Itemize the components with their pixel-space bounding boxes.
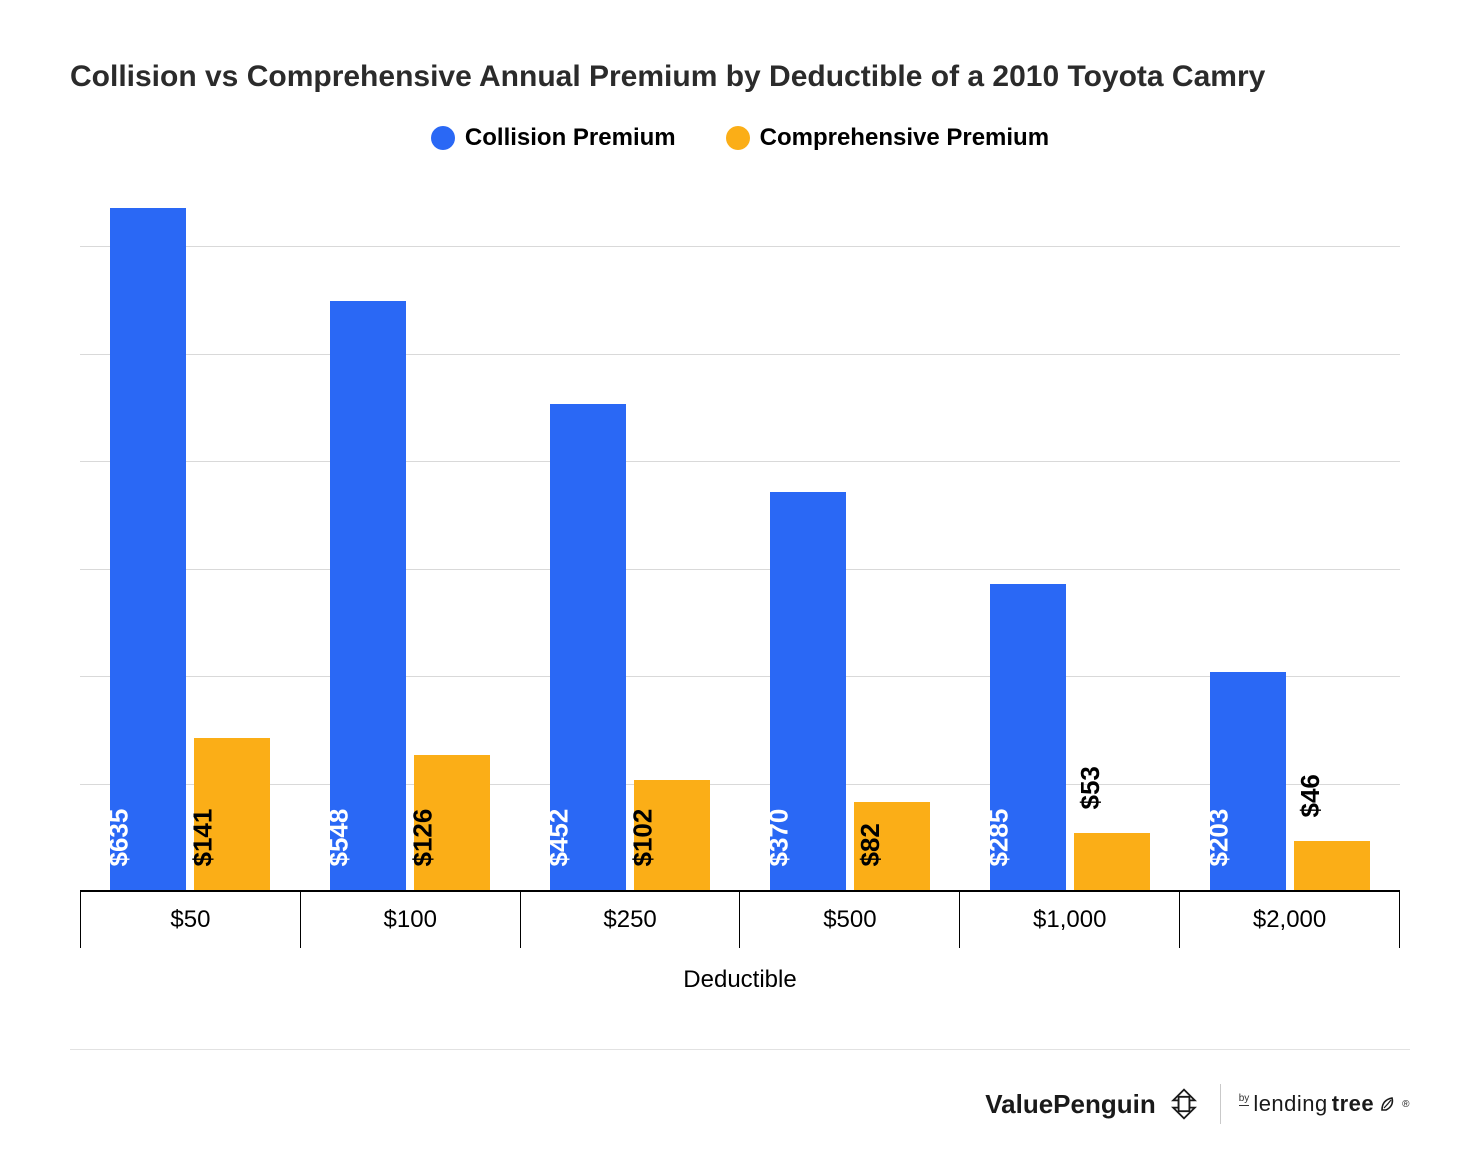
collision-bar: $285 xyxy=(990,584,1066,890)
bar-value-label: $370 xyxy=(764,809,795,867)
bar-value-label: $548 xyxy=(324,809,355,867)
plot-area: $635$141$548$126$452$102$370$82$285$53$2… xyxy=(80,172,1400,892)
penguin-icon xyxy=(1166,1086,1202,1122)
x-category: $2,000 xyxy=(1180,892,1400,948)
x-category: $1,000 xyxy=(960,892,1180,948)
comprehensive-bar: $126 xyxy=(414,755,490,890)
collision-bar: $203 xyxy=(1210,672,1286,890)
x-category: $500 xyxy=(740,892,960,948)
lendingtree-logo: by lendingtree ® xyxy=(1239,1091,1410,1117)
bar-value-label: $452 xyxy=(544,809,575,867)
credits: ValuePenguin by lendingtree ® xyxy=(985,1084,1410,1124)
comprehensive-bar: $53 xyxy=(1074,833,1150,890)
bar-group: $370 $82 xyxy=(740,172,960,890)
footer-divider xyxy=(70,1049,1410,1050)
collision-bar: $370 xyxy=(770,492,846,890)
comprehensive-bar: $141 xyxy=(194,738,270,890)
bar-value-label: $53 xyxy=(1075,766,1106,809)
legend-swatch-comprehensive xyxy=(726,126,750,150)
bar-group: $285$53 xyxy=(960,172,1180,890)
bar-value-label: $126 xyxy=(408,809,439,867)
bar-value-label: $635 xyxy=(104,809,135,867)
comprehensive-bar: $102 xyxy=(634,780,710,890)
lendingtree-by: by xyxy=(1239,1093,1250,1106)
credits-divider xyxy=(1220,1084,1221,1124)
collision-bar: $635 xyxy=(110,208,186,890)
legend-item-collision: Collision Premium xyxy=(431,124,676,152)
x-axis-label: Deductible xyxy=(70,966,1410,994)
bar-value-label: $141 xyxy=(188,809,219,867)
bar-value-label: $82 xyxy=(855,823,886,866)
bar-value-label: $46 xyxy=(1295,774,1326,817)
legend-item-comprehensive: Comprehensive Premium xyxy=(726,124,1049,152)
valuepenguin-text: ValuePenguin xyxy=(985,1089,1156,1120)
bar-group: $635$141 xyxy=(80,172,300,890)
bar-group: $203$46 xyxy=(1180,172,1400,890)
comprehensive-bar: $46 xyxy=(1294,841,1370,890)
bar-value-label: $102 xyxy=(628,809,659,867)
bar-group: $452$102 xyxy=(520,172,740,890)
collision-bar: $548 xyxy=(330,301,406,890)
x-category: $50 xyxy=(81,892,301,948)
x-category: $100 xyxy=(301,892,521,948)
lendingtree-text: lendingtree ® xyxy=(1253,1091,1410,1117)
x-axis: $50$100$250$500$1,000$2,000 xyxy=(80,892,1400,948)
bars-container: $635$141$548$126$452$102$370$82$285$53$2… xyxy=(80,172,1400,892)
collision-bar: $452 xyxy=(550,404,626,890)
leaf-icon xyxy=(1378,1094,1398,1114)
valuepenguin-logo: ValuePenguin xyxy=(985,1086,1202,1122)
legend-label-collision: Collision Premium xyxy=(465,124,676,152)
chart-title: Collision vs Comprehensive Annual Premiu… xyxy=(70,60,1410,94)
x-category: $250 xyxy=(521,892,741,948)
legend-swatch-collision xyxy=(431,126,455,150)
bar-group: $548$126 xyxy=(300,172,520,890)
legend-label-comprehensive: Comprehensive Premium xyxy=(760,124,1049,152)
bar-value-label: $203 xyxy=(1204,809,1235,867)
bar-value-label: $285 xyxy=(984,809,1015,867)
legend: Collision Premium Comprehensive Premium xyxy=(70,124,1410,152)
comprehensive-bar: $82 xyxy=(854,802,930,890)
